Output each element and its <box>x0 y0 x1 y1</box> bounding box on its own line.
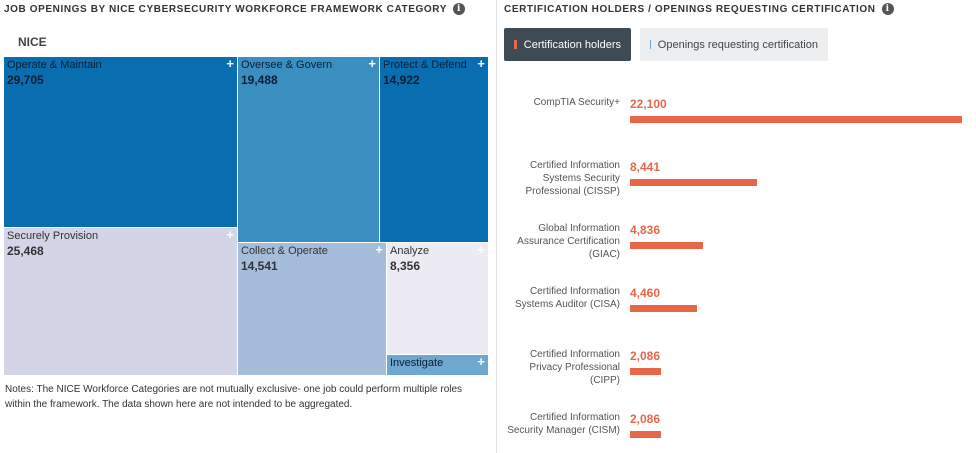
legend-cert-holders-label: Certification holders <box>523 38 621 51</box>
bar-mark[interactable] <box>630 116 962 123</box>
treemap-tile-label: Investigate <box>390 357 444 369</box>
treemap-tile[interactable]: Oversee & Govern 19,488 + <box>238 57 379 242</box>
cert-chart-title: CERTIFICATION HOLDERS / OPENINGS REQUEST… <box>504 3 894 15</box>
treemap-tile-label: Collect & Operate <box>241 245 328 257</box>
bar-category-label: CompTIA Security+ <box>533 97 620 108</box>
treemap-tile-value: 8,356 <box>390 259 421 273</box>
bar-value-label: 4,836 <box>630 223 661 237</box>
bar-category-label: Global Information Assurance Certificati… <box>517 223 620 260</box>
cert-chart-title-text: CERTIFICATION HOLDERS / OPENINGS REQUEST… <box>504 3 876 15</box>
treemap-tile-value: 25,468 <box>7 244 44 258</box>
bar-value-label: 4,460 <box>630 286 661 300</box>
bar-mark[interactable] <box>630 368 661 375</box>
bar-mark[interactable] <box>630 179 757 186</box>
bar-category-label: Certified Information Systems Auditor (C… <box>514 286 620 310</box>
bar-category-label: Certified Information Systems Security P… <box>525 160 620 197</box>
bar-category-label: Certified Information Security Manager (… <box>507 412 620 436</box>
bar-value-label: 8,441 <box>630 160 661 174</box>
expand-plus-icon[interactable]: + <box>477 243 485 257</box>
treemap-group-label: NICE <box>18 35 47 49</box>
expand-plus-icon[interactable]: + <box>368 57 376 71</box>
treemap-tile-value: 29,705 <box>7 73 44 87</box>
treemap-tile-label: Protect & Defend <box>383 59 467 71</box>
treemap-notes: Notes: The NICE Workforce Categories are… <box>5 384 463 410</box>
expand-plus-icon[interactable]: + <box>226 57 234 71</box>
bar-value-label: 22,100 <box>630 97 667 111</box>
legend-swatch-blue <box>650 40 651 49</box>
legend-openings-label: Openings requesting certification <box>657 38 818 51</box>
bar-value-label: 2,086 <box>630 412 661 426</box>
treemap-title-text: JOB OPENINGS BY NICE CYBERSECURITY WORKF… <box>4 3 448 15</box>
expand-plus-icon[interactable]: + <box>375 243 383 257</box>
panel-divider <box>496 0 497 453</box>
treemap-title: JOB OPENINGS BY NICE CYBERSECURITY WORKF… <box>4 3 466 15</box>
legend-cert-holders-button[interactable]: Certification holders <box>504 28 631 61</box>
treemap-tile-label: Oversee & Govern <box>241 59 333 71</box>
treemap-tile-value: 14,541 <box>241 259 278 273</box>
expand-plus-icon[interactable]: + <box>477 57 485 71</box>
legend-swatch-orange <box>514 40 517 49</box>
expand-plus-icon[interactable]: + <box>477 355 485 369</box>
cert-bar-chart: CompTIA Security+ 22,100 Certified Informa… <box>500 80 976 453</box>
treemap-tile-label: Operate & Maintain <box>7 59 102 71</box>
treemap: Operate & Maintain 29,705 + Securely Provis… <box>4 57 488 375</box>
bar-mark[interactable] <box>630 305 697 312</box>
treemap-tile[interactable]: Operate & Maintain 29,705 + <box>4 57 237 227</box>
treemap-tile[interactable]: Protect & Defend 14,922 + <box>380 57 488 242</box>
bar-mark[interactable] <box>630 431 661 438</box>
bar-category-label: Certified Information Privacy Profession… <box>529 349 620 386</box>
treemap-tile[interactable]: Collect & Operate 14,541 + <box>238 243 386 375</box>
treemap-tile[interactable]: Analyze 8,356 + <box>387 243 488 354</box>
treemap-tile[interactable]: Investigate + <box>387 355 488 375</box>
bar-value-label: 2,086 <box>630 349 661 363</box>
treemap-tile[interactable]: Securely Provision 25,468 + <box>4 228 237 375</box>
expand-plus-icon[interactable]: + <box>226 228 234 242</box>
treemap-tile-value: 19,488 <box>241 73 278 87</box>
treemap-tile-value: 14,922 <box>383 73 420 87</box>
treemap-tile-label: Securely Provision <box>7 230 99 242</box>
treemap-tile-label: Analyze <box>390 245 430 257</box>
info-icon[interactable]: i <box>453 3 466 15</box>
bar-mark[interactable] <box>630 242 703 249</box>
info-icon[interactable]: i <box>881 3 894 15</box>
legend-openings-button[interactable]: Openings requesting certification <box>640 28 828 61</box>
